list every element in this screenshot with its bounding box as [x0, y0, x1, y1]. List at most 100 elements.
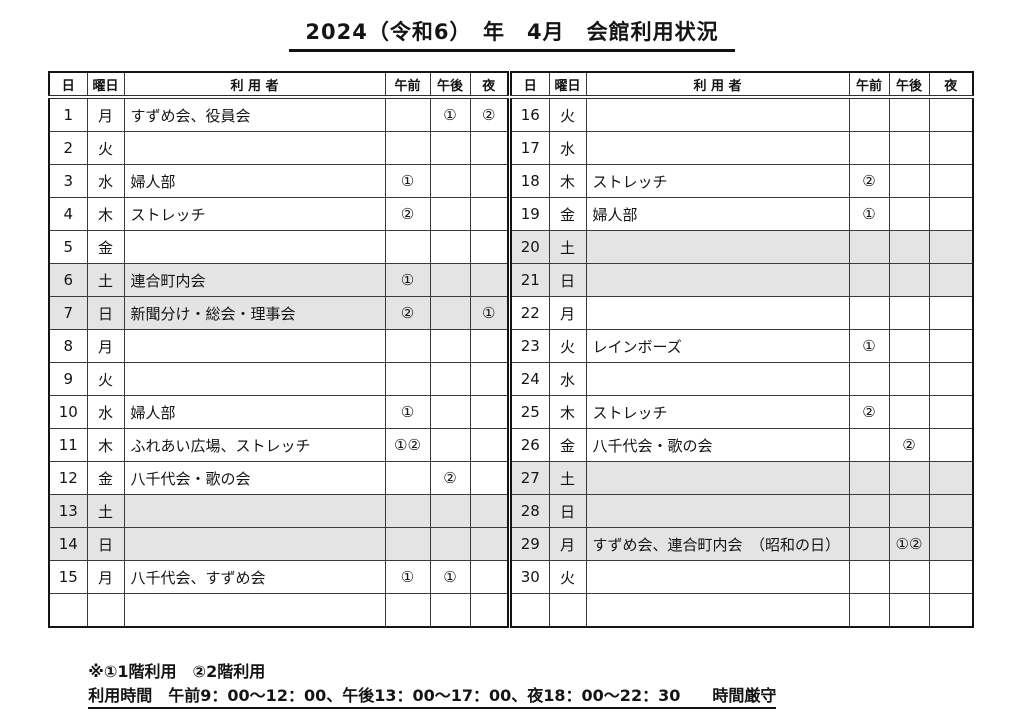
page-title: 2024（令和6） 年 4月 会館利用状況 — [289, 16, 735, 52]
afternoon-cell — [429, 362, 471, 396]
afternoon-cell — [888, 362, 930, 396]
weekday-cell: 月 — [548, 296, 587, 330]
user-cell — [585, 593, 850, 628]
day-cell: 8 — [48, 329, 88, 363]
afternoon-cell — [429, 131, 471, 165]
day-cell: 26 — [510, 428, 550, 462]
header-row: 日 曜日 利 用 者 午前 午後 夜 — [48, 71, 509, 99]
weekday-cell: 土 — [548, 230, 587, 264]
table-row: 27 土 — [510, 461, 974, 495]
night-cell — [928, 329, 974, 363]
user-cell — [123, 362, 386, 396]
afternoon-cell — [429, 494, 471, 528]
day-cell: 20 — [510, 230, 550, 264]
night-cell — [469, 131, 509, 165]
afternoon-cell — [888, 395, 930, 429]
day-cell: 22 — [510, 296, 550, 330]
night-cell — [469, 362, 509, 396]
col-header-night: 夜 — [469, 71, 509, 99]
weekday-cell: 金 — [548, 428, 587, 462]
day-cell: 15 — [48, 560, 88, 594]
table-row: 22 月 — [510, 296, 974, 330]
table-row: 17 水 — [510, 131, 974, 165]
morning-cell — [848, 263, 890, 297]
afternoon-cell — [888, 197, 930, 231]
weekday-cell — [86, 593, 125, 628]
weekday-cell: 土 — [86, 263, 125, 297]
night-cell — [928, 560, 974, 594]
night-cell — [928, 230, 974, 264]
user-cell: 八千代会・歌の会 — [585, 428, 850, 462]
weekday-cell: 木 — [548, 164, 587, 198]
weekday-cell: 木 — [548, 395, 587, 429]
user-cell: 八千代会、すずめ会 — [123, 560, 386, 594]
day-cell: 12 — [48, 461, 88, 495]
weekday-cell: 金 — [548, 197, 587, 231]
table-row: 28 日 — [510, 494, 974, 528]
morning-cell — [848, 362, 890, 396]
morning-cell: ② — [384, 197, 431, 231]
user-cell — [585, 96, 850, 132]
user-cell: 婦人部 — [585, 197, 850, 231]
usage-hours-note: 利用時間 午前9：00～12：00、午後13：00～17：00、夜18：00～2… — [88, 686, 777, 709]
morning-cell — [384, 527, 431, 561]
table-row — [510, 593, 974, 628]
col-header-afternoon: 午後 — [429, 71, 471, 99]
user-cell: 婦人部 — [123, 395, 386, 429]
user-cell — [585, 296, 850, 330]
morning-cell — [384, 230, 431, 264]
night-cell — [928, 362, 974, 396]
afternoon-cell: ② — [888, 428, 930, 462]
table-row: 7 日新聞分け・総会・理事会 ② ① — [48, 296, 509, 330]
weekday-cell: 水 — [86, 395, 125, 429]
user-cell: ストレッチ — [123, 197, 386, 231]
user-cell — [585, 494, 850, 528]
user-cell — [585, 230, 850, 264]
weekday-cell: 日 — [86, 296, 125, 330]
table-row: 30 火 — [510, 560, 974, 594]
day-cell — [48, 593, 88, 628]
col-header-user: 利 用 者 — [123, 71, 386, 99]
usage-table-left: 日 曜日 利 用 者 午前 午後 夜 1 月すずめ会、役員会 ① ② 2 火 3 水婦人部 ① 4… — [48, 71, 509, 628]
night-cell — [469, 461, 509, 495]
night-cell — [469, 197, 509, 231]
morning-cell — [384, 593, 431, 628]
table-row: 26 金八千代会・歌の会 ② — [510, 428, 974, 462]
night-cell — [469, 593, 509, 628]
morning-cell — [384, 494, 431, 528]
table-row: 4 木ストレッチ ② — [48, 197, 509, 231]
user-cell: 婦人部 — [123, 164, 386, 198]
table-row: 21 日 — [510, 263, 974, 297]
morning-cell — [848, 296, 890, 330]
afternoon-cell — [888, 461, 930, 495]
weekday-cell: 土 — [86, 494, 125, 528]
day-cell: 5 — [48, 230, 88, 264]
weekday-cell: 日 — [86, 527, 125, 561]
user-cell: ストレッチ — [585, 164, 850, 198]
night-cell: ② — [469, 96, 509, 132]
weekday-cell: 木 — [86, 428, 125, 462]
usage-tables: 日 曜日 利 用 者 午前 午後 夜 1 月すずめ会、役員会 ① ② 2 火 3 水婦人部 ① 4… — [48, 71, 974, 628]
day-cell: 2 — [48, 131, 88, 165]
day-cell: 9 — [48, 362, 88, 396]
night-cell — [928, 96, 974, 132]
afternoon-cell — [429, 329, 471, 363]
table-row: 10 水婦人部 ① — [48, 395, 509, 429]
night-cell — [469, 263, 509, 297]
weekday-cell: 水 — [548, 362, 587, 396]
afternoon-cell — [429, 593, 471, 628]
weekday-cell: 水 — [86, 164, 125, 198]
day-cell: 25 — [510, 395, 550, 429]
col-header-morning: 午前 — [848, 71, 890, 99]
weekday-cell: 木 — [86, 197, 125, 231]
night-cell: ① — [469, 296, 509, 330]
day-cell — [510, 593, 550, 628]
user-cell: ストレッチ — [585, 395, 850, 429]
morning-cell — [848, 560, 890, 594]
night-cell — [469, 230, 509, 264]
afternoon-cell — [888, 96, 930, 132]
day-cell: 17 — [510, 131, 550, 165]
user-cell — [123, 230, 386, 264]
